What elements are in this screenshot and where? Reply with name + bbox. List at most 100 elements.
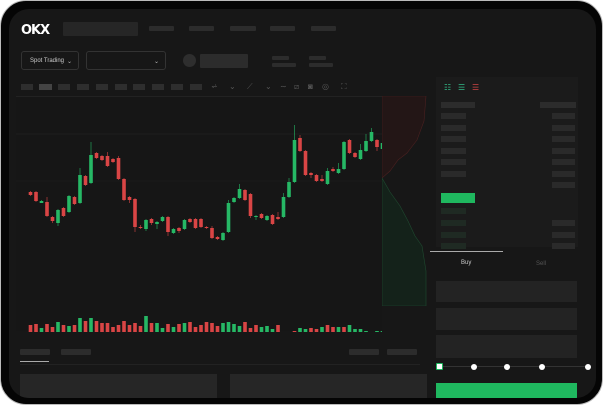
nav-item[interactable]	[230, 26, 256, 31]
slider-mark-75[interactable]	[539, 364, 545, 370]
ask-size	[552, 182, 575, 188]
buy-tab-indicator	[430, 251, 503, 252]
volume-bar	[336, 327, 341, 335]
volume-bar	[89, 318, 93, 335]
volume-bar	[56, 322, 60, 335]
timeframe-button[interactable]	[39, 84, 52, 90]
candle-body	[375, 140, 379, 147]
buy-button[interactable]	[436, 383, 577, 398]
market-type-label: Spot Trading	[30, 57, 65, 64]
candle-body	[325, 171, 330, 184]
timeframe-button[interactable]	[171, 84, 183, 90]
candlestick-chart[interactable]	[16, 97, 385, 335]
slider-mark-50[interactable]	[504, 364, 510, 370]
volume-bar	[226, 322, 231, 335]
timeframe-button[interactable]	[21, 84, 33, 90]
tab-buy[interactable]: Buy	[461, 260, 472, 266]
slider-mark-100[interactable]	[585, 364, 591, 370]
volume-bar	[364, 331, 368, 335]
nav-item[interactable]	[189, 26, 214, 31]
ask-price	[441, 136, 466, 142]
candle-body	[127, 197, 132, 200]
camera-icon[interactable]: ◙	[308, 82, 313, 91]
assets-card	[230, 374, 427, 398]
pair-dropdown[interactable]: ⌄	[86, 51, 166, 70]
candle-body	[265, 216, 269, 220]
volume-bar	[248, 328, 253, 335]
okx-logo[interactable]: OKX	[21, 23, 50, 38]
fullscreen-icon[interactable]: ⛶	[341, 82, 347, 91]
chevron-down-icon[interactable]: ⌄	[265, 82, 272, 91]
candle-body	[298, 138, 302, 151]
volume-bar	[347, 325, 352, 335]
volume-bar	[309, 328, 313, 335]
slider-mark-25[interactable]	[471, 364, 477, 370]
candle-body	[111, 159, 115, 162]
timeframe-button[interactable]	[96, 84, 108, 90]
filter-button[interactable]	[349, 349, 379, 355]
candle-body	[61, 208, 66, 216]
volume-bar	[215, 326, 220, 335]
slider-handle[interactable]	[436, 363, 443, 370]
timeframe-button[interactable]	[58, 84, 70, 90]
timeframe-button[interactable]	[133, 84, 145, 90]
orderbook-sell-icon[interactable]: ☰	[472, 83, 480, 92]
volume-bar	[243, 322, 247, 335]
orderbook-header	[441, 102, 475, 108]
tab-indicator	[20, 361, 49, 362]
nav-item[interactable]	[270, 26, 295, 31]
candle-body	[369, 132, 374, 141]
candle-body	[34, 192, 38, 201]
ask-size	[552, 113, 575, 119]
candle-body	[281, 197, 286, 217]
slider-track[interactable]	[439, 366, 589, 367]
candle-body	[276, 217, 280, 219]
chart-panel[interactable]	[16, 96, 385, 335]
candle-body	[364, 141, 368, 151]
orderbook-both-icon[interactable]: ☷	[444, 83, 452, 92]
nav-item[interactable]	[149, 26, 174, 31]
ask-size	[552, 171, 575, 177]
tab-open-orders[interactable]	[20, 349, 50, 355]
volume-bar	[177, 324, 181, 335]
candle-body	[67, 196, 71, 212]
candle-body	[314, 175, 319, 181]
market-type-dropdown[interactable]: Spot Trading ⌄	[21, 51, 79, 70]
candle-body	[232, 198, 236, 202]
volume-bar	[28, 325, 33, 335]
chevron-down-icon[interactable]: ⌄	[229, 82, 236, 91]
price-input[interactable]	[436, 281, 577, 302]
filter-button[interactable]	[387, 349, 417, 355]
volume-bar	[111, 327, 115, 335]
indicator-icon[interactable]: ⩫	[211, 82, 218, 91]
candle-body	[353, 153, 357, 157]
volume-bar	[182, 323, 187, 335]
orderbook-buy-icon[interactable]: ☰	[458, 83, 466, 92]
timeframe-button[interactable]	[152, 84, 164, 90]
line-tool-icon[interactable]: ⟋	[247, 82, 253, 91]
volume-bar	[204, 322, 209, 335]
candle-body	[39, 201, 44, 203]
tab-order-history[interactable]	[61, 349, 91, 355]
amount-input[interactable]	[436, 308, 577, 330]
candle-body	[155, 222, 159, 224]
ruler-icon[interactable]: ⧄	[294, 82, 300, 91]
timeframe-button[interactable]	[190, 84, 202, 90]
search-bar[interactable]	[63, 22, 138, 36]
coin-avatar	[183, 54, 196, 67]
candle-body	[215, 237, 220, 239]
wave-icon[interactable]: ∼	[280, 82, 287, 91]
tab-sell[interactable]: Sell	[536, 261, 547, 267]
timeframe-button[interactable]	[77, 84, 89, 90]
volume-bar	[325, 325, 330, 335]
volume-bar	[199, 325, 203, 335]
total-input[interactable]	[436, 335, 577, 358]
candle-body	[171, 229, 176, 233]
volume-bar	[265, 326, 269, 335]
volume-bar	[292, 331, 297, 335]
candle-body	[160, 217, 165, 221]
timeframe-button[interactable]	[115, 84, 127, 90]
nav-item[interactable]	[311, 26, 336, 31]
volume-bar	[83, 321, 88, 335]
settings-icon[interactable]: ◎	[322, 82, 329, 91]
